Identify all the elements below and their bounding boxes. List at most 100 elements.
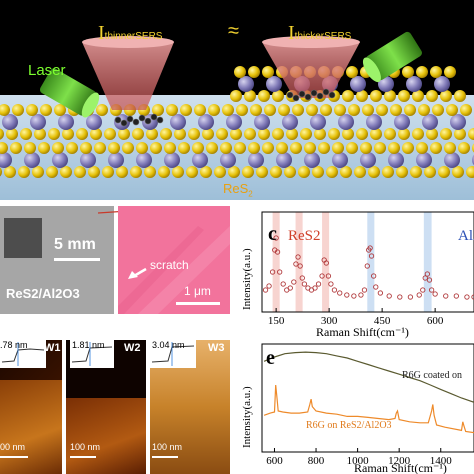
plateau-atom-purple [434,76,450,92]
chart-c-point [287,285,293,291]
lattice-atom-gold [40,104,52,116]
lattice-atom-purple [276,152,292,168]
lattice-atom-gold [6,128,18,140]
chart-c-point [325,273,332,279]
lattice-atom-purple [58,114,74,130]
lattice-atom-gold [402,142,414,154]
lattice-atom-gold [186,166,198,178]
scale-bar [54,258,100,261]
lattice-atom-gold [32,166,44,178]
lattice-atom-gold [104,128,116,140]
lattice-atom-gold [4,166,16,178]
chart-c-tick-label: 150 [268,315,285,327]
lattice-atom-gold [146,128,158,140]
lattice-atom-gold [334,104,346,116]
chart-c-point [312,285,318,291]
lattice-atom-gold [152,104,164,116]
chart-c-xlabel: Raman Shift(cm⁻¹) [316,325,409,339]
lattice-atom-purple [248,152,264,168]
chart-c-point [297,263,303,269]
right-light-cone [262,42,360,98]
lattice-atom-gold [38,142,50,154]
chart-c-point [397,294,403,300]
lattice-atom-gold [396,166,408,178]
plateau-atom-purple [266,76,282,92]
plateau-atom-gold [346,66,358,78]
chart-c-point [273,235,279,241]
lattice-atom-gold [370,128,382,140]
lattice-atom-gold [90,128,102,140]
lattice-atom-purple [170,114,186,130]
lattice-atom-gold [236,104,248,116]
sample-label: ReS2/Al2O3 [6,286,80,301]
lattice-atom-gold [0,142,8,154]
lattice-atom-gold [74,166,86,178]
lattice-atom-gold [66,142,78,154]
afm-w1-terrace [0,380,62,474]
chart-c-point [358,292,364,298]
afm-w3-scalebar [152,456,178,458]
chart-c-point [428,287,435,293]
lattice-atom-purple [310,114,326,130]
lattice-atom-gold [404,104,416,116]
laser-label: Laser [28,62,66,79]
micrograph-panel: scratch 1 μm [118,206,230,314]
chart-c-point [351,293,357,299]
chart-c-band-4 [423,212,432,312]
lattice-atom-gold [320,104,332,116]
lattice-atom-purple [254,114,270,130]
scratch-label: scratch [150,258,189,272]
chart-e-tick-label: 1200 [388,455,411,467]
afm-w1: .78 nm W1 00 nm [0,340,62,474]
chart-c-point [373,284,379,290]
lattice-atom-gold [368,166,380,178]
plateau-atom-gold [234,66,246,78]
lattice-atom-gold [298,166,310,178]
lattice-atom-gold [248,142,260,154]
lattice-atom-purple [450,114,466,130]
chart-c-ylabel: Intensity(a.u.) [241,248,253,310]
lattice-atom-purple [2,114,18,130]
afm-w1-height: .78 nm [0,340,28,350]
chart-c-point [377,290,384,296]
lattice-atom-gold [214,166,226,178]
lattice-atom-gold [452,166,464,178]
lattice-atom-gold [340,166,352,178]
lattice-atom-gold [34,128,46,140]
lattice-atom-gold [230,128,242,140]
lattice-atom-gold [132,128,144,140]
lattice-atom-gold [424,166,436,178]
micrograph-stripes [118,226,230,314]
afm-w2: 1.81 nm W2 100 nm [66,340,146,474]
plateau-atom-gold [248,66,260,78]
chart-c-point [269,269,276,275]
lattice-atom-gold [286,128,298,140]
chart-c-point [361,287,368,293]
chart-c-point [291,279,297,285]
lattice-atom-purple [136,152,152,168]
lattice-atom-gold [312,166,324,178]
lattice-atom-gold [292,104,304,116]
chart-e-series1-label: R6G coated on [402,370,462,381]
lattice-atom-purple [444,152,460,168]
afm-w3-height: 3.04 nm [152,340,185,350]
plateau-atom-gold [416,66,428,78]
chart-c-point [299,275,305,281]
lattice-atom-gold [466,166,474,178]
chart-c-point [432,291,438,297]
plateau-atom-gold [244,90,256,102]
lattice-atom-gold [46,166,58,178]
lattice-atom-purple [30,114,46,130]
afm-w2-height: 1.81 nm [72,340,105,350]
lattice-atom-gold [94,142,106,154]
left-laser [39,68,100,118]
afm-w2-scalebar [70,456,96,458]
lattice-atom-gold [390,104,402,116]
plateau-atom-gold [430,66,442,78]
raman-chart-e: 600 800 1000 1200 1400 Intensity(a.u.) Raman… [241,343,474,474]
thinner-i: I [98,22,105,44]
lattice-atom-gold [416,142,428,154]
plateau-atom-purple [350,76,366,92]
lattice-atom-gold [150,142,162,154]
plateau-atom-gold [398,90,410,102]
